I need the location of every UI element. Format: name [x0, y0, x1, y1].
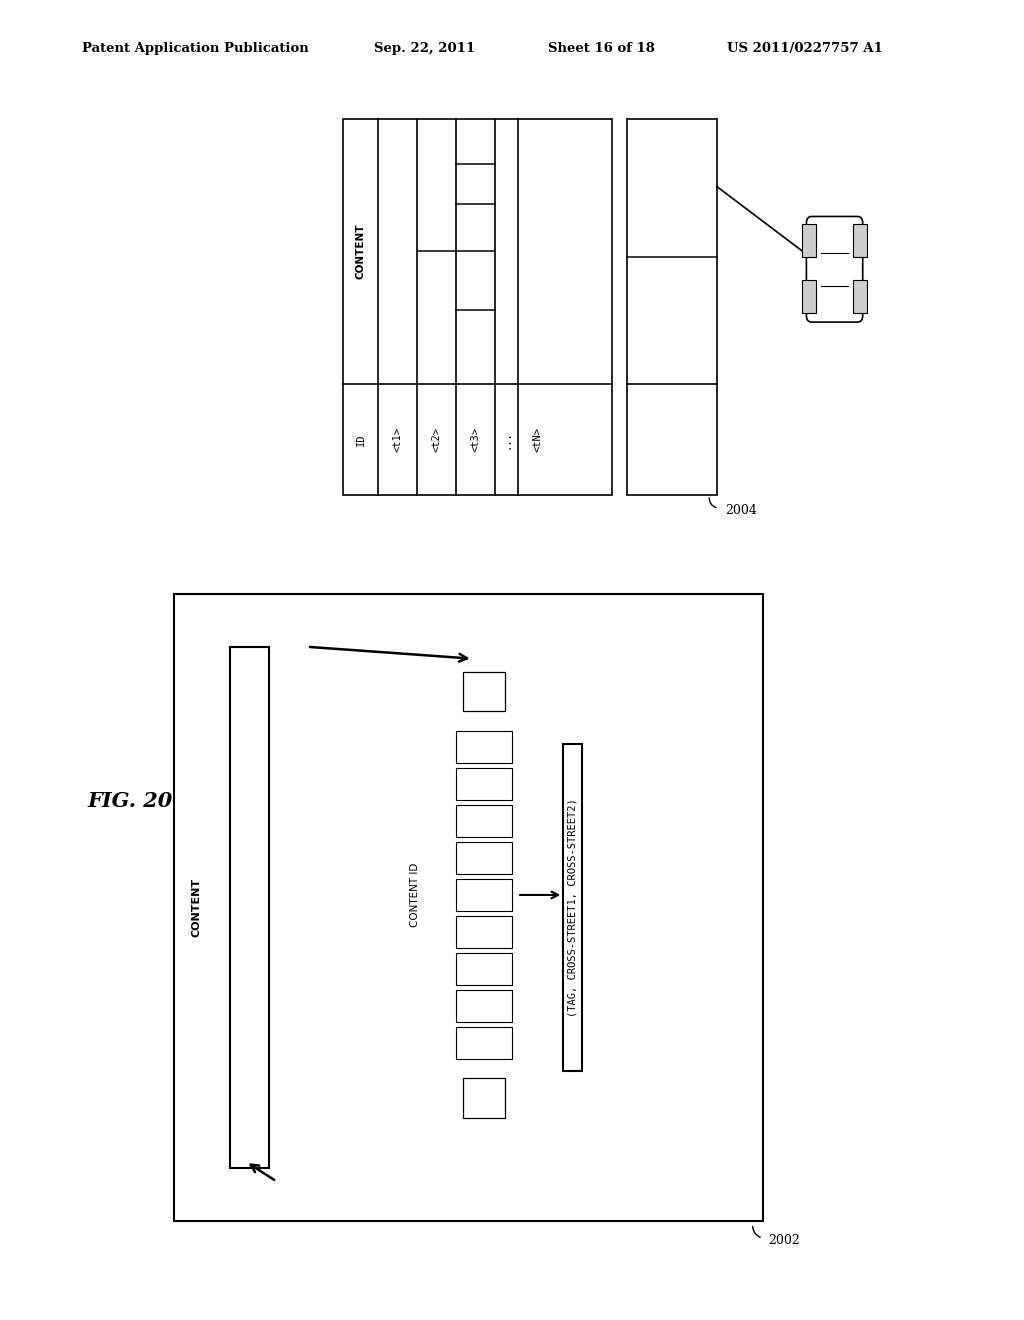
Bar	[802, 280, 816, 313]
Bar	[456, 731, 512, 763]
Bar	[456, 805, 512, 837]
Text: Patent Application Publication: Patent Application Publication	[82, 42, 308, 54]
Bar	[463, 1078, 505, 1118]
Bar	[343, 119, 612, 495]
Text: (TAG, CROSS-STREET1, CROSS-STREET2): (TAG, CROSS-STREET1, CROSS-STREET2)	[567, 799, 578, 1016]
Bar	[456, 879, 512, 911]
Bar	[456, 990, 512, 1022]
Bar	[627, 119, 717, 495]
Text: CONTENT: CONTENT	[355, 223, 366, 279]
Bar	[174, 594, 763, 1221]
Bar	[853, 280, 867, 313]
Bar	[230, 647, 269, 1168]
Text: FIG. 20: FIG. 20	[87, 791, 172, 810]
Text: 2004: 2004	[725, 504, 757, 517]
Bar	[456, 768, 512, 800]
Text: 2002: 2002	[768, 1234, 800, 1247]
Bar	[563, 744, 582, 1071]
Text: <tN>: <tN>	[532, 426, 543, 451]
Text: CONTENT ID: CONTENT ID	[410, 863, 420, 927]
Text: CONTENT: CONTENT	[191, 878, 202, 937]
Bar	[456, 953, 512, 985]
Text: ...: ...	[502, 430, 512, 449]
Bar	[456, 916, 512, 948]
Bar	[802, 224, 816, 257]
Bar	[853, 224, 867, 257]
Text: ID: ID	[355, 433, 366, 446]
Text: <t3>: <t3>	[471, 426, 480, 451]
Bar	[463, 672, 505, 711]
Text: Sep. 22, 2011: Sep. 22, 2011	[374, 42, 475, 54]
FancyBboxPatch shape	[807, 216, 863, 322]
Text: Sheet 16 of 18: Sheet 16 of 18	[548, 42, 654, 54]
Bar	[456, 842, 512, 874]
Text: US 2011/0227757 A1: US 2011/0227757 A1	[727, 42, 883, 54]
Text: <t1>: <t1>	[392, 426, 402, 451]
Text: <t2>: <t2>	[431, 426, 441, 451]
Bar	[456, 1027, 512, 1059]
